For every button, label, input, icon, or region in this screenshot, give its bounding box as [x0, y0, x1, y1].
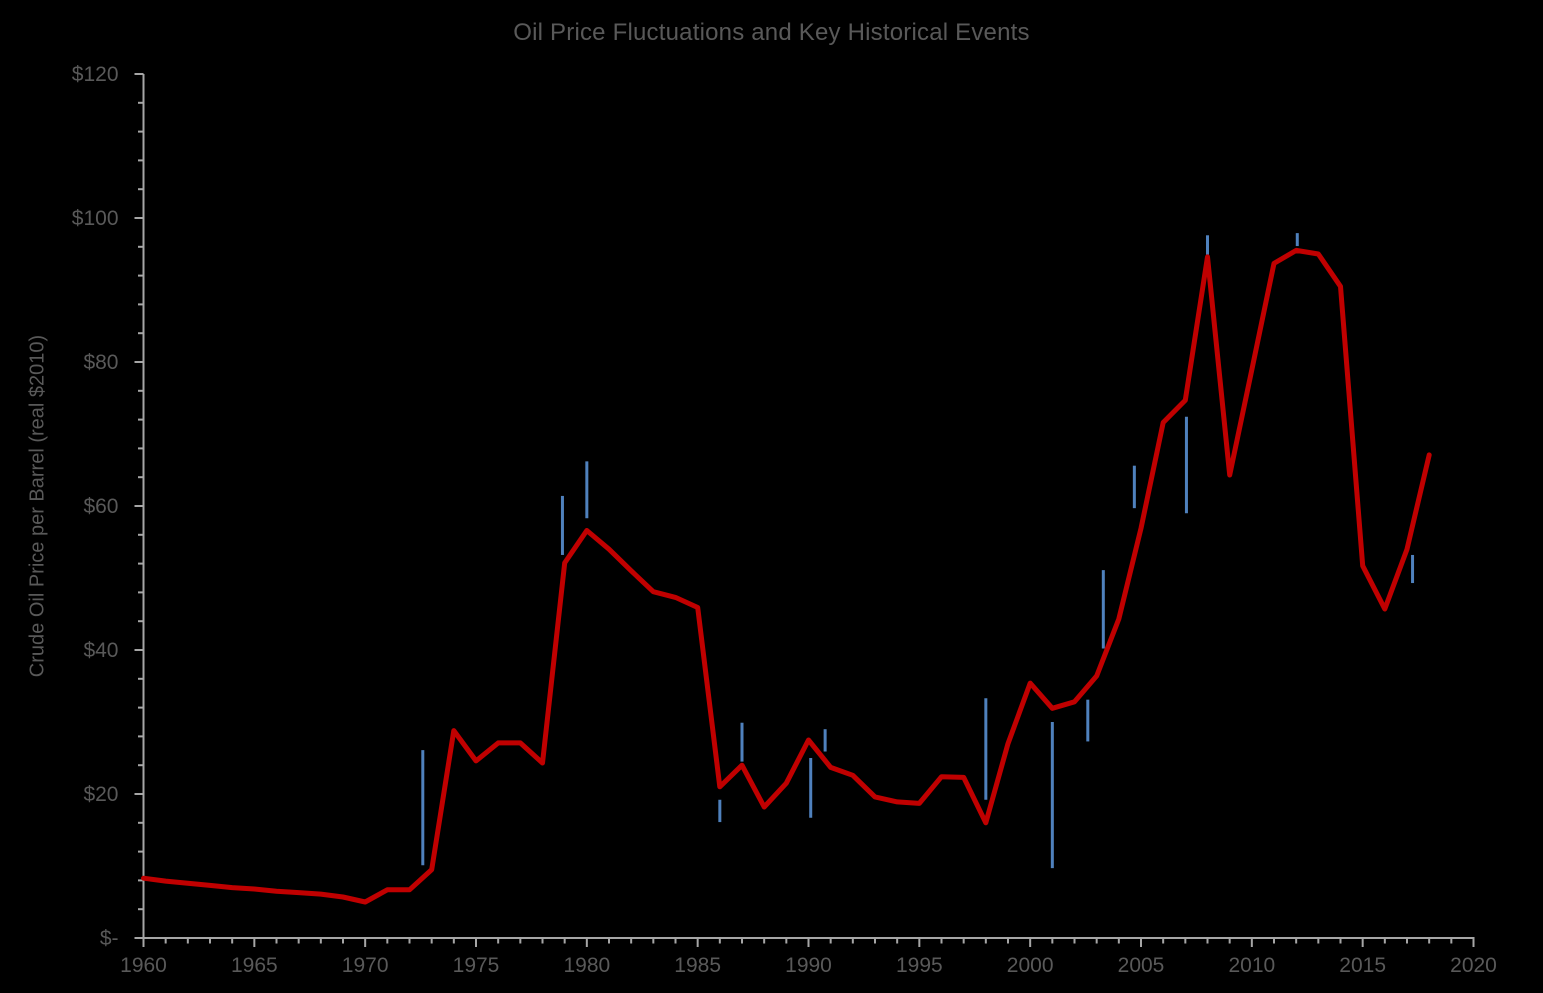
- x-tick-label: 2020: [1450, 954, 1497, 977]
- x-tick-label: 1990: [785, 954, 832, 977]
- y-tick-label: $40: [83, 639, 118, 662]
- oil-price-line: [141, 247, 1432, 905]
- x-tick-label: 1985: [674, 954, 721, 977]
- x-tick-label: 1995: [896, 954, 943, 977]
- y-tick-label: $120: [72, 63, 119, 86]
- x-tick-label: 1965: [231, 954, 278, 977]
- x-tick-label: 1970: [342, 954, 389, 977]
- y-tick-label: $60: [83, 495, 118, 518]
- x-tick-label: 2000: [1007, 954, 1054, 977]
- x-tick-label: 1980: [563, 954, 610, 977]
- chart-title: Oil Price Fluctuations and Key Historica…: [513, 19, 1030, 46]
- x-tick-label: 2015: [1339, 954, 1386, 977]
- x-tick-label: 2005: [1118, 954, 1165, 977]
- y-tick-label: $-: [100, 927, 119, 950]
- y-tick-label: $100: [72, 207, 119, 230]
- x-tick-label: 1975: [453, 954, 500, 977]
- x-tick-label: 1960: [120, 954, 167, 977]
- y-tick-label: $20: [83, 783, 118, 806]
- x-tick-label: 2010: [1228, 954, 1275, 977]
- y-tick-label: $80: [83, 351, 118, 374]
